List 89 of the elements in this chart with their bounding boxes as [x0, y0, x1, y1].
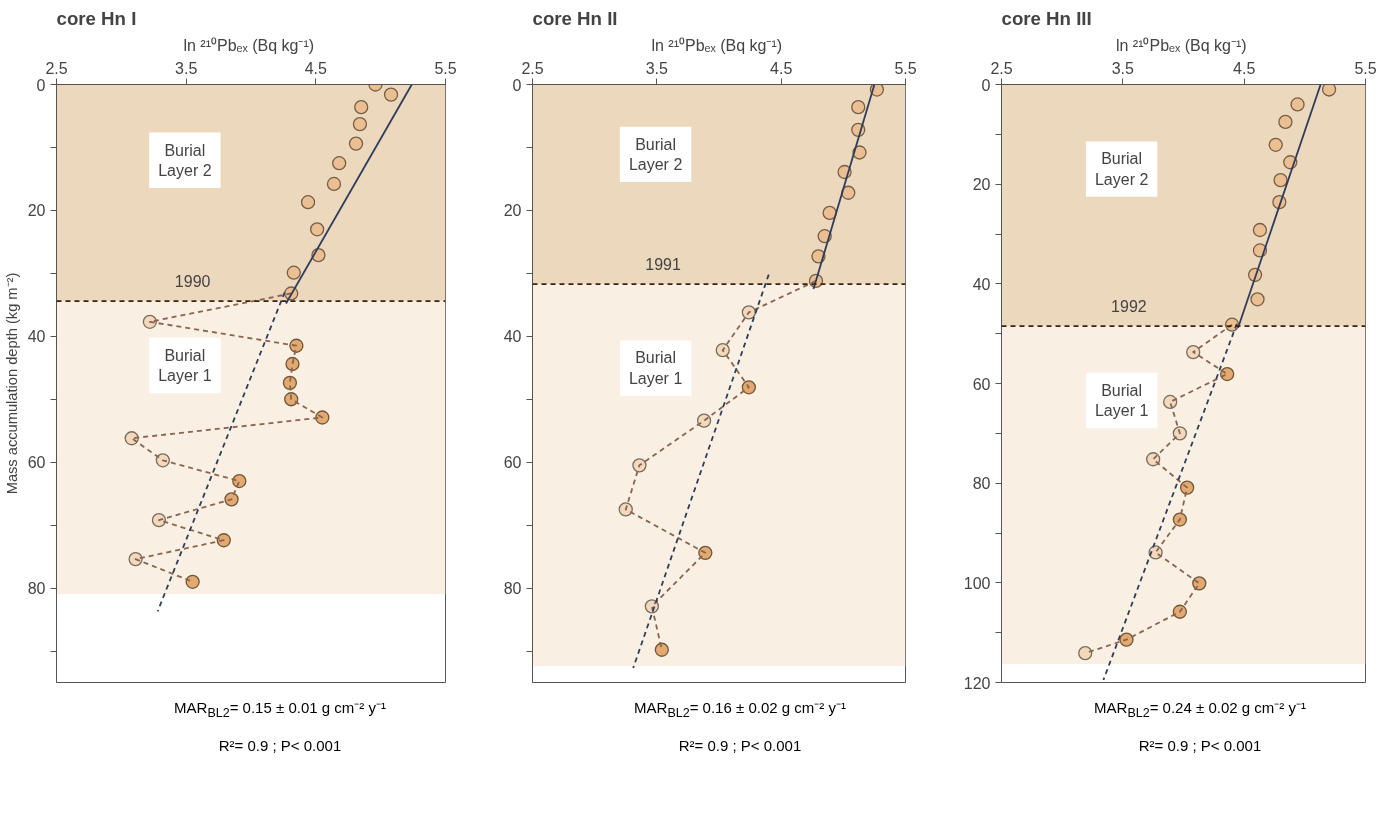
point [383, 87, 399, 102]
point [841, 185, 856, 200]
x-tick-label: 2.5 [521, 59, 544, 77]
point [1186, 344, 1201, 360]
chart-title: core Hn III [1001, 7, 1092, 29]
x-axis-title: ln ²¹⁰Pbₑₓ (Bq kg⁻¹) [1115, 36, 1247, 54]
y-tick-label: 80 [27, 580, 46, 598]
y-tick-label: 80 [503, 580, 522, 598]
point [698, 545, 713, 560]
annotation: 1991 [645, 256, 681, 274]
point [185, 574, 200, 589]
point [354, 100, 369, 115]
text: R²= 0.9 ; P< 0.001 [217, 735, 343, 756]
point [1273, 173, 1288, 188]
y-tick-label: 120 [963, 674, 991, 692]
point [348, 136, 364, 151]
point [1321, 84, 1337, 97]
point [300, 195, 316, 210]
y-tick-label: 20 [972, 176, 991, 194]
y-tick-label: 40 [972, 275, 991, 293]
text: MAR$_{BL2}$= 0.24 ± 0.02 g cm⁻² y⁻¹ [1093, 698, 1307, 722]
annotation: 1990 [174, 273, 211, 291]
point [632, 458, 647, 473]
point [1172, 604, 1188, 619]
band-label: Burial Layer 2 [158, 141, 212, 179]
y-tick-label: 20 [503, 202, 522, 220]
annotation: 1992 [1111, 298, 1147, 316]
point [151, 512, 167, 528]
y-tick-label: 0 [512, 76, 522, 94]
band-label: Burial Layer 1 [158, 346, 212, 385]
point [1268, 137, 1283, 152]
point [1252, 222, 1268, 238]
y-tick-label: 60 [27, 454, 46, 472]
chart-title: core Hn I [56, 7, 137, 29]
point [128, 551, 143, 567]
x-tick-label: 2.5 [45, 59, 68, 77]
point [1290, 97, 1305, 112]
point [654, 642, 669, 657]
x-tick-label: 4.5 [1233, 59, 1256, 77]
y-tick-label: 40 [503, 328, 522, 346]
y-tick-label: 0 [981, 76, 991, 94]
point [352, 117, 368, 132]
y-tick-label: 80 [972, 475, 991, 493]
band-label: Burial Layer 2 [628, 135, 683, 174]
point [1078, 645, 1093, 661]
point [851, 100, 866, 115]
x-tick-label: 4.5 [770, 59, 793, 77]
text: R²= 0.9 ; P< 0.001 [1137, 735, 1263, 756]
point [741, 305, 756, 320]
point [741, 380, 756, 395]
band-label: Burial Layer 1 [628, 349, 683, 387]
point [332, 156, 347, 171]
point [822, 205, 837, 221]
point [1250, 292, 1265, 307]
point [289, 338, 304, 353]
x-tick-label: 5.5 [434, 59, 457, 77]
band-label: Burial Layer 2 [1094, 150, 1149, 188]
y-tick-label: 0 [36, 76, 46, 94]
y-tick-label: 100 [963, 574, 991, 592]
x-tick-label: 4.5 [304, 59, 328, 77]
y-tick-label: 60 [503, 454, 522, 472]
point [715, 343, 730, 358]
point [1172, 512, 1188, 527]
text: MAR$_{BL2}$= 0.16 ± 0.02 g cm⁻² y⁻¹ [633, 698, 847, 722]
y-tick-label: 20 [27, 202, 46, 220]
point [286, 265, 301, 280]
x-tick-label: 3.5 [645, 59, 669, 77]
x-tick-label: 5.5 [1354, 59, 1377, 77]
band-label: Burial Layer 1 [1094, 381, 1149, 420]
y-axis-title: Mass accumulation depth (kg m⁻²) [3, 272, 20, 495]
point [1179, 480, 1195, 495]
x-tick-label: 3.5 [175, 59, 198, 77]
point [309, 222, 325, 237]
point [1278, 114, 1293, 130]
point [1146, 452, 1161, 467]
x-tick-label: 3.5 [1111, 59, 1135, 77]
y-tick-label: 40 [27, 328, 46, 346]
point [618, 502, 633, 517]
text: R²= 0.9 ; P< 0.001 [677, 735, 803, 756]
x-tick-label: 5.5 [894, 59, 917, 77]
y-tick-label: 60 [972, 375, 991, 393]
x-axis-title: ln ²¹⁰Pbₑₓ (Bq kg⁻¹) [651, 36, 783, 54]
point [326, 176, 342, 192]
x-axis-title: ln ²¹⁰Pbₑₓ (Bq kg⁻¹) [183, 36, 315, 54]
point [155, 453, 170, 468]
chart-title: core Hn II [532, 7, 618, 29]
x-tick-label: 2.5 [990, 59, 1013, 77]
text: MAR$_{BL2}$= 0.15 ± 0.01 g cm⁻² y⁻¹ [173, 698, 387, 722]
point [285, 356, 300, 372]
